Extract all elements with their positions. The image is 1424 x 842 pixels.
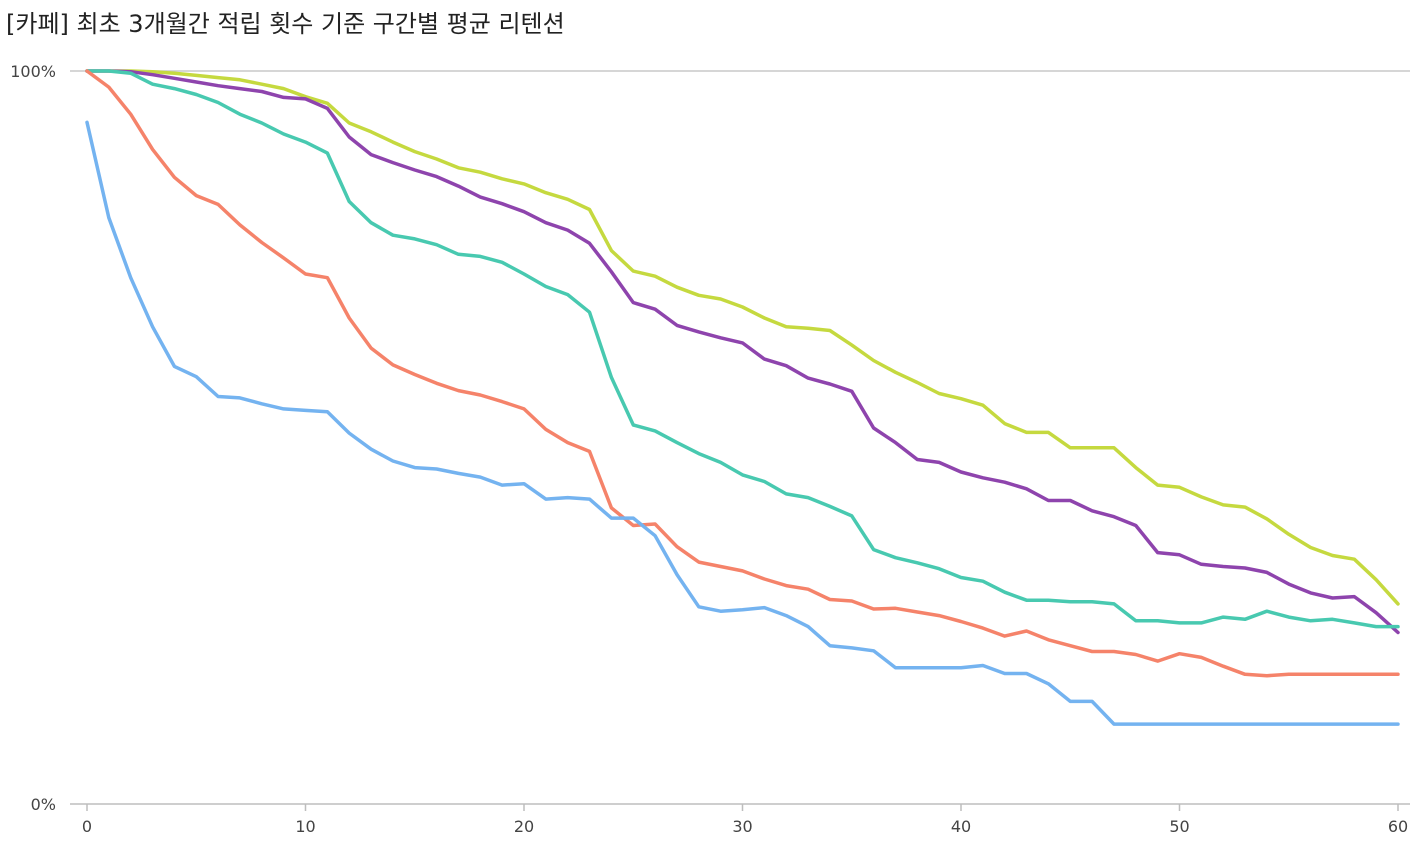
series-line-2 <box>85 69 1400 635</box>
x-tick-label: 30 <box>732 817 752 836</box>
x-tick-label: 10 <box>295 817 315 836</box>
series-line-4 <box>85 69 1400 678</box>
y-axis: 0% 100% <box>10 62 56 814</box>
x-tick-label: 0 <box>82 817 92 836</box>
series-line-1 <box>85 69 1400 606</box>
x-tick-label: 50 <box>1169 817 1189 836</box>
x-tick-label: 40 <box>951 817 971 836</box>
y-tick-label: 0% <box>31 795 56 814</box>
x-axis: 0 10 20 30 40 50 60 <box>82 804 1408 836</box>
y-tick-label: 100% <box>10 62 56 81</box>
chart-title: [카페] 최초 3개월간 적립 횟수 기준 구간별 평균 리텐션 <box>6 10 565 38</box>
series-line-5 <box>85 120 1400 726</box>
series-line-3 <box>85 69 1400 629</box>
x-tick-label: 20 <box>514 817 534 836</box>
series-group <box>85 69 1400 726</box>
x-tick-label: 60 <box>1388 817 1408 836</box>
